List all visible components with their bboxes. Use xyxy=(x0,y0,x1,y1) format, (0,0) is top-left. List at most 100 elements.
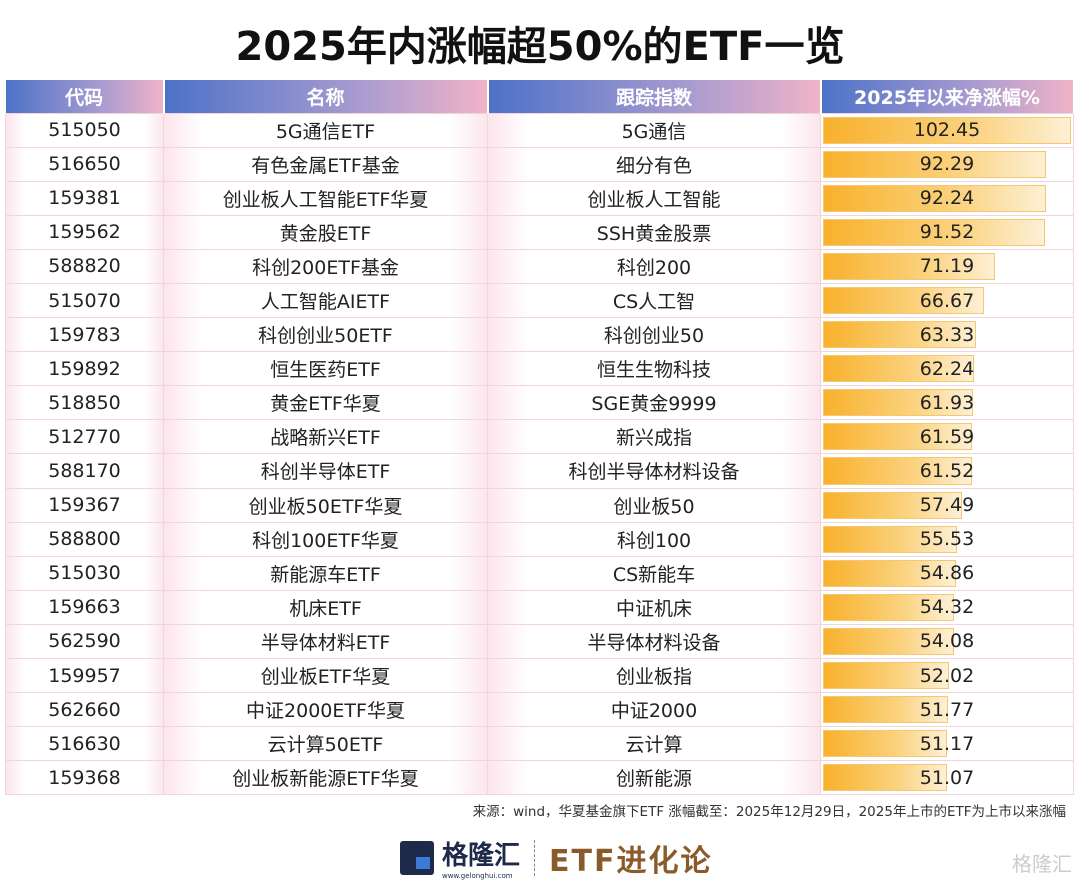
cell-return: 91.52 xyxy=(820,214,1074,250)
cell-index: SGE黄金9999 xyxy=(487,385,821,421)
brand-logo: 格隆汇 www.gelonghui.com ETF进化论 xyxy=(400,835,712,880)
return-bar xyxy=(823,662,949,690)
cell-code: 159381 xyxy=(5,180,164,216)
return-value: 55.53 xyxy=(919,528,975,551)
etf-table: 代码 名称 跟踪指数 2025年以来净涨幅% 515050 5G通信ETF 5G通信… xyxy=(5,80,1075,796)
cell-code: 515030 xyxy=(5,555,164,591)
return-value: 54.86 xyxy=(919,562,975,585)
return-bar xyxy=(823,116,1071,144)
cell-name: 新能源车ETF xyxy=(163,555,488,591)
cell-return: 92.24 xyxy=(820,180,1074,216)
source-note: 来源：wind，华夏基金旗下ETF 涨幅截至：2025年12月29日，2025年… xyxy=(472,804,1066,820)
return-value: 66.67 xyxy=(919,289,975,312)
cell-index: 中证2000 xyxy=(487,692,821,728)
return-value: 92.29 xyxy=(919,153,975,176)
return-value: 61.52 xyxy=(919,459,975,482)
cell-return: 51.07 xyxy=(820,760,1074,796)
cell-code: 588820 xyxy=(5,248,164,284)
cell-name: 科创100ETF华夏 xyxy=(163,521,488,557)
cell-index: 半导体材料设备 xyxy=(487,623,821,660)
return-value: 54.08 xyxy=(919,630,975,653)
cell-name: 科创半导体ETF xyxy=(163,453,488,489)
cell-code: 515050 xyxy=(5,112,164,148)
return-value: 51.17 xyxy=(919,732,975,755)
cell-index: 创业板人工智能 xyxy=(487,180,821,216)
cell-name: 创业板ETF华夏 xyxy=(163,657,488,694)
cell-name: 有色金属ETF基金 xyxy=(163,146,488,182)
return-bar xyxy=(823,593,955,621)
cell-code: 588170 xyxy=(5,453,164,489)
cell-code: 516650 xyxy=(5,146,164,182)
cell-return: 57.49 xyxy=(820,487,1074,523)
return-value: 61.93 xyxy=(919,391,975,414)
cell-name: 人工智能AIETF xyxy=(163,282,488,319)
cell-name: 科创200ETF基金 xyxy=(163,248,488,284)
cell-name: 机床ETF xyxy=(163,589,488,625)
return-value: 71.19 xyxy=(919,255,975,278)
table-row: 159783 科创创业50ETF 科创创业50 63.33 xyxy=(5,317,1074,353)
return-bar xyxy=(823,423,973,451)
return-bar xyxy=(823,321,977,349)
logo-url: www.gelonghui.com xyxy=(442,872,513,880)
cell-code: 159783 xyxy=(5,317,164,353)
cell-return: 52.02 xyxy=(820,657,1074,694)
cell-code: 512770 xyxy=(5,419,164,455)
return-value: 62.24 xyxy=(919,357,975,380)
header-name: 名称 xyxy=(163,80,489,113)
return-bar xyxy=(823,218,1045,246)
cell-name: 创业板新能源ETF华夏 xyxy=(163,760,488,796)
cell-return: 55.53 xyxy=(820,521,1074,557)
logo-slogan: ETF进化论 xyxy=(549,843,713,879)
table-row: 588170 科创半导体ETF 科创半导体材料设备 61.52 xyxy=(5,453,1074,489)
cell-return: 63.33 xyxy=(820,317,1074,353)
cell-return: 71.19 xyxy=(820,248,1074,284)
logo-name: 格隆汇 xyxy=(442,841,521,871)
cell-name: 中证2000ETF华夏 xyxy=(163,692,488,728)
cell-code: 159367 xyxy=(5,487,164,523)
cell-name: 半导体材料ETF xyxy=(163,623,488,660)
header-code: 代码 xyxy=(5,80,165,113)
cell-name: 云计算50ETF xyxy=(163,726,488,762)
cell-index: CS新能车 xyxy=(487,555,821,591)
cell-code: 562660 xyxy=(5,692,164,728)
return-value: 63.33 xyxy=(919,323,975,346)
cell-code: 518850 xyxy=(5,385,164,421)
return-bar xyxy=(823,559,956,587)
cell-index: 5G通信 xyxy=(487,112,821,148)
table-row: 159663 机床ETF 中证机床 54.32 xyxy=(5,589,1074,625)
watermark: 格隆汇 xyxy=(1012,852,1072,876)
table-row: 562660 中证2000ETF华夏 中证2000 51.77 xyxy=(5,692,1074,728)
cell-name: 科创创业50ETF xyxy=(163,317,488,353)
cell-code: 515070 xyxy=(5,282,164,319)
cell-return: 61.93 xyxy=(820,385,1074,421)
cell-index: 创新能源 xyxy=(487,760,821,796)
cell-index: 云计算 xyxy=(487,726,821,762)
return-bar xyxy=(823,252,996,280)
table-row: 588800 科创100ETF华夏 科创100 55.53 xyxy=(5,521,1074,557)
cell-index: 创业板50 xyxy=(487,487,821,523)
return-bar xyxy=(823,764,947,792)
return-value: 91.52 xyxy=(919,221,975,244)
cell-return: 102.45 xyxy=(820,112,1074,148)
table-row: 518850 黄金ETF华夏 SGE黄金9999 61.93 xyxy=(5,385,1074,421)
return-value: 102.45 xyxy=(913,119,981,142)
cell-index: CS人工智 xyxy=(487,282,821,319)
cell-index: 中证机床 xyxy=(487,589,821,625)
table-row: 562590 半导体材料ETF 半导体材料设备 54.08 xyxy=(5,623,1074,660)
cell-index: 科创200 xyxy=(487,248,821,284)
cell-code: 516630 xyxy=(5,726,164,762)
cell-index: 创业板指 xyxy=(487,657,821,694)
table-header: 代码 名称 跟踪指数 2025年以来净涨幅% xyxy=(5,80,1075,113)
cell-return: 54.86 xyxy=(820,555,1074,591)
table-row: 515070 人工智能AIETF CS人工智 66.67 xyxy=(5,282,1074,319)
table-row: 588820 科创200ETF基金 科创200 71.19 xyxy=(5,248,1074,284)
return-bar xyxy=(823,457,972,485)
table-row: 516630 云计算50ETF 云计算 51.17 xyxy=(5,726,1074,762)
cell-return: 66.67 xyxy=(820,282,1074,319)
cell-index: SSH黄金股票 xyxy=(487,214,821,250)
cell-return: 54.32 xyxy=(820,589,1074,625)
cell-code: 159892 xyxy=(5,351,164,387)
table-row: 516650 有色金属ETF基金 细分有色 92.29 xyxy=(5,146,1074,182)
table-row: 515050 5G通信ETF 5G通信 102.45 xyxy=(5,112,1074,148)
cell-index: 新兴成指 xyxy=(487,419,821,455)
